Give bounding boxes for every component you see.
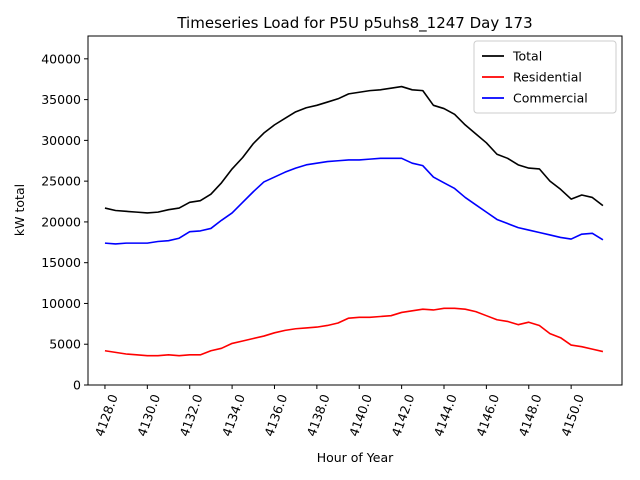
y-axis-label: kW total — [12, 184, 27, 236]
legend-label-commercial: Commercial — [513, 91, 588, 106]
y-tick-label: 5000 — [49, 337, 81, 352]
chart-title: Timeseries Load for P5U p5uhs8_1247 Day … — [176, 14, 532, 33]
y-tick-label: 20000 — [41, 214, 81, 229]
y-axis: 0 5000 10000 15000 20000 25000 30000 35000 40000 — [41, 51, 88, 393]
plot-frame — [87, 35, 623, 386]
legend-box — [473, 40, 617, 114]
legend: Total Residential Commercial — [473, 40, 617, 114]
y-tick-label: 40000 — [41, 51, 81, 66]
y-tick-label: 10000 — [41, 296, 81, 311]
series-line-residential — [104, 307, 604, 357]
legend-label-total: Total — [512, 49, 542, 64]
y-tick-label: 35000 — [41, 92, 81, 107]
legend-label-residential: Residential — [513, 70, 582, 85]
y-tick-label: 15000 — [41, 255, 81, 270]
plot-area — [87, 35, 623, 386]
series-layer — [104, 85, 604, 357]
y-tick-label: 30000 — [41, 133, 81, 148]
x-axis-label: Hour of Year — [317, 450, 394, 465]
series-line-total — [104, 85, 604, 214]
series-line-commercial — [104, 157, 604, 245]
y-tick-label: 25000 — [41, 174, 81, 189]
y-tick-label: 0 — [73, 378, 81, 393]
